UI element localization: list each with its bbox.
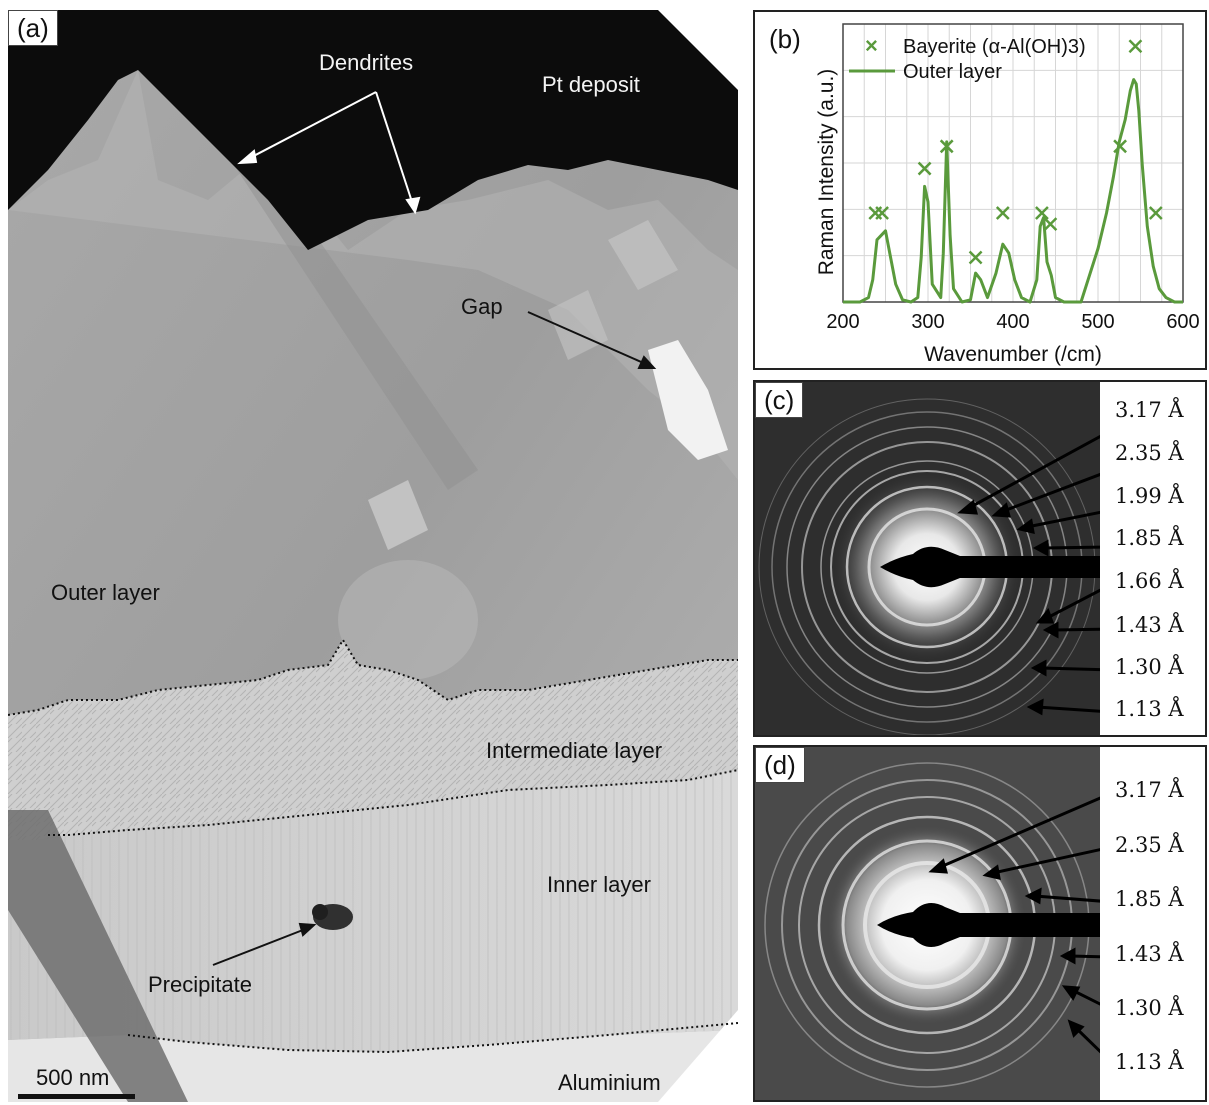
bayerite-peak-marker	[939, 139, 954, 154]
gap-arrow	[527, 311, 657, 369]
d-spacing-c-3: 1.99 Å	[1115, 484, 1184, 508]
scale-bar-label: 500 nm	[36, 1065, 110, 1090]
bayerite-peak-marker	[875, 206, 889, 220]
d-spacing-c-6: 1.43 Å	[1115, 613, 1184, 637]
bayerite-peak-marker	[1113, 139, 1127, 154]
diffraction-pattern-c	[755, 382, 1100, 735]
d-spacing-d-1: 3.17 Å	[1115, 778, 1184, 802]
panel-b: 200 300 400 500 600 × Bayerite (α-Al(OH)3) O…	[753, 10, 1207, 370]
bayerite-peak-marker	[1128, 39, 1143, 54]
d-spacing-c-5: 1.66 Å	[1115, 569, 1184, 593]
d-spacing-c-2: 2.35 Å	[1115, 441, 1184, 465]
y-axis-title: Raman Intensity (a.u.)	[815, 69, 838, 276]
raman-chart: 200 300 400 500 600 × Bayerite (α-Al(OH)3) O…	[815, 23, 1200, 366]
d-spacing-c-1: 3.17 Å	[1115, 398, 1184, 422]
plot-area-frame	[842, 23, 1184, 303]
d-spacing-c-4: 1.85 Å	[1115, 526, 1184, 550]
d-spacing-d-3: 1.85 Å	[1115, 887, 1184, 911]
panel-d-label: (d)	[755, 747, 805, 783]
legend-label-outer-layer: Outer layer	[903, 61, 1002, 83]
chart-grid	[842, 23, 1184, 303]
pt-deposit-label: Pt deposit	[542, 72, 640, 97]
tem-micrograph	[8, 10, 738, 1102]
precipitate-arrow	[212, 922, 317, 966]
panel-b-label: (b)	[769, 24, 801, 54]
panel-a-label: (a)	[8, 10, 58, 46]
legend-marker-bayerite: ×	[865, 33, 878, 58]
scale-bar	[18, 1094, 135, 1099]
bayerite-peak-marker	[1148, 206, 1163, 220]
panel-c-label: (c)	[755, 382, 804, 418]
x-tick-label: 400	[996, 311, 1029, 333]
x-tick-label: 300	[911, 311, 944, 333]
d-spacing-d-4: 1.43 Å	[1115, 942, 1184, 966]
bayerite-peak-marker	[1043, 217, 1058, 232]
x-tick-label: 200	[826, 311, 859, 333]
bayerite-peak-marker	[917, 161, 932, 176]
legend-label-bayerite: Bayerite (α-Al(OH)3)	[903, 36, 1086, 58]
bayerite-peak-marker	[995, 206, 1010, 220]
panel-c: (c) 3.17 Å 2.35 Å 1.99 Å 1.85 Å 1.66 Å 1…	[753, 380, 1207, 737]
dendrites-label: Dendrites	[319, 50, 414, 75]
d-spacing-d-6: 1.13 Å	[1115, 1050, 1184, 1074]
precipitate-label: Precipitate	[148, 972, 252, 997]
d-spacing-c-7: 1.30 Å	[1115, 655, 1184, 679]
d-spacing-c-8: 1.13 Å	[1115, 697, 1184, 721]
gap-label: Gap	[461, 294, 503, 319]
series-line-outer-layer	[843, 78, 1183, 304]
bayerite-peak-marker	[968, 250, 983, 265]
x-axis-title: Wavenumber (/cm)	[924, 343, 1102, 366]
outer-layer-label: Outer layer	[51, 580, 160, 605]
intermediate-layer-label: Intermediate layer	[486, 738, 663, 763]
bayerite-peak-marker	[1035, 206, 1049, 220]
dendrites-arrows	[237, 91, 421, 215]
chart-legend: × Bayerite (α-Al(OH)3) Outer layer	[849, 33, 1086, 83]
diffraction-pattern-d	[755, 747, 1100, 1100]
panel-d: (d) 3.17 Å 2.35 Å 1.85 Å 1.43 Å 1.30 Å 1…	[753, 745, 1207, 1102]
d-spacing-d-5: 1.30 Å	[1115, 996, 1184, 1020]
panel-a: (a) Dendrites Pt deposit Gap Outer layer…	[8, 10, 738, 1102]
x-tick-label: 500	[1081, 311, 1114, 333]
inner-layer-label: Inner layer	[547, 872, 651, 897]
x-tick-label: 600	[1166, 311, 1199, 333]
aluminium-label: Aluminium	[558, 1070, 661, 1095]
d-spacing-d-2: 2.35 Å	[1115, 833, 1184, 857]
